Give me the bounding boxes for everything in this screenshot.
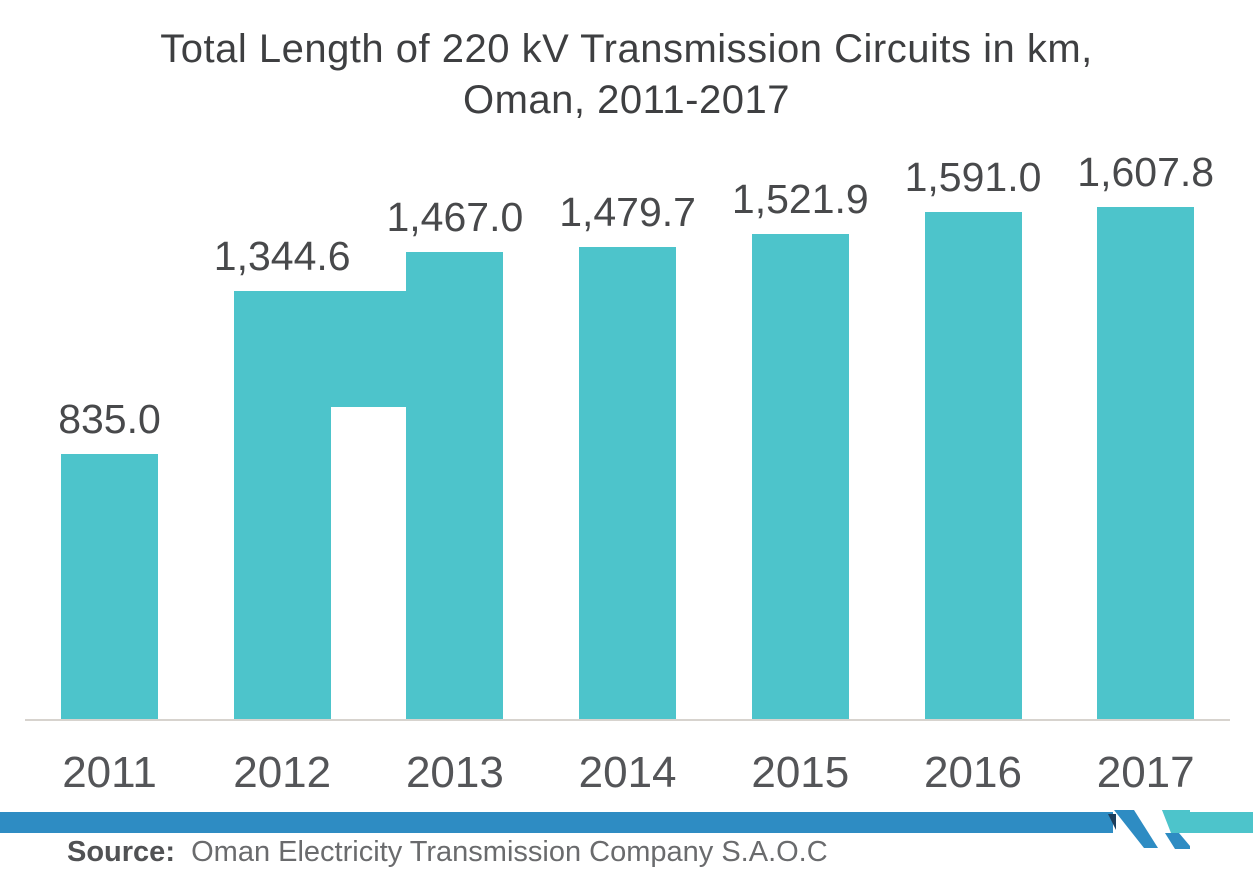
bar-2013 — [406, 251, 504, 721]
x-tick-label-2017: 2017 — [1096, 748, 1195, 797]
source-label: Source: — [67, 836, 175, 868]
chart-title-line-1: Total Length of 220 kV Transmission Circ… — [160, 27, 1093, 71]
source-text: Oman Electricity Transmission Company S.… — [191, 836, 828, 868]
source-line: Source: Oman Electricity Transmission Co… — [67, 835, 828, 869]
bar-2016 — [924, 211, 1022, 721]
bar-2012 — [233, 290, 331, 721]
render-artifact — [330, 290, 407, 407]
x-tick-label-2013: 2013 — [405, 748, 504, 797]
bar-2017 — [1097, 206, 1195, 721]
value-label-2016: 1,591.0 — [904, 153, 1042, 200]
bar-2011 — [61, 453, 158, 721]
bar-2015 — [751, 233, 849, 721]
value-label-2012: 1,344.6 — [213, 232, 351, 279]
x-tick-label-2014: 2014 — [578, 748, 677, 797]
mordor-intelligence-logo-icon — [1108, 810, 1190, 849]
x-tick-label-2011: 2011 — [62, 748, 157, 797]
x-tick-label-2012: 2012 — [233, 748, 332, 797]
value-label-2011: 835.0 — [58, 395, 161, 442]
value-label-2014: 1,479.7 — [559, 189, 696, 236]
x-tick-label-2015: 2015 — [751, 748, 850, 797]
chart-title: Total Length of 220 kV Transmission Circ… — [0, 24, 1253, 126]
x-axis-line — [25, 719, 1230, 721]
value-label-2015: 1,521.9 — [731, 175, 869, 222]
footer-stripe-blue — [0, 812, 1113, 833]
bar-2014 — [579, 247, 677, 721]
x-tick-label-2016: 2016 — [924, 748, 1022, 797]
chart-title-line-2: Oman, 2011-2017 — [463, 78, 790, 122]
value-label-2017: 1,607.8 — [1077, 148, 1215, 195]
footer-stripe-teal — [1190, 812, 1253, 833]
value-label-2013: 1,467.0 — [386, 193, 524, 240]
